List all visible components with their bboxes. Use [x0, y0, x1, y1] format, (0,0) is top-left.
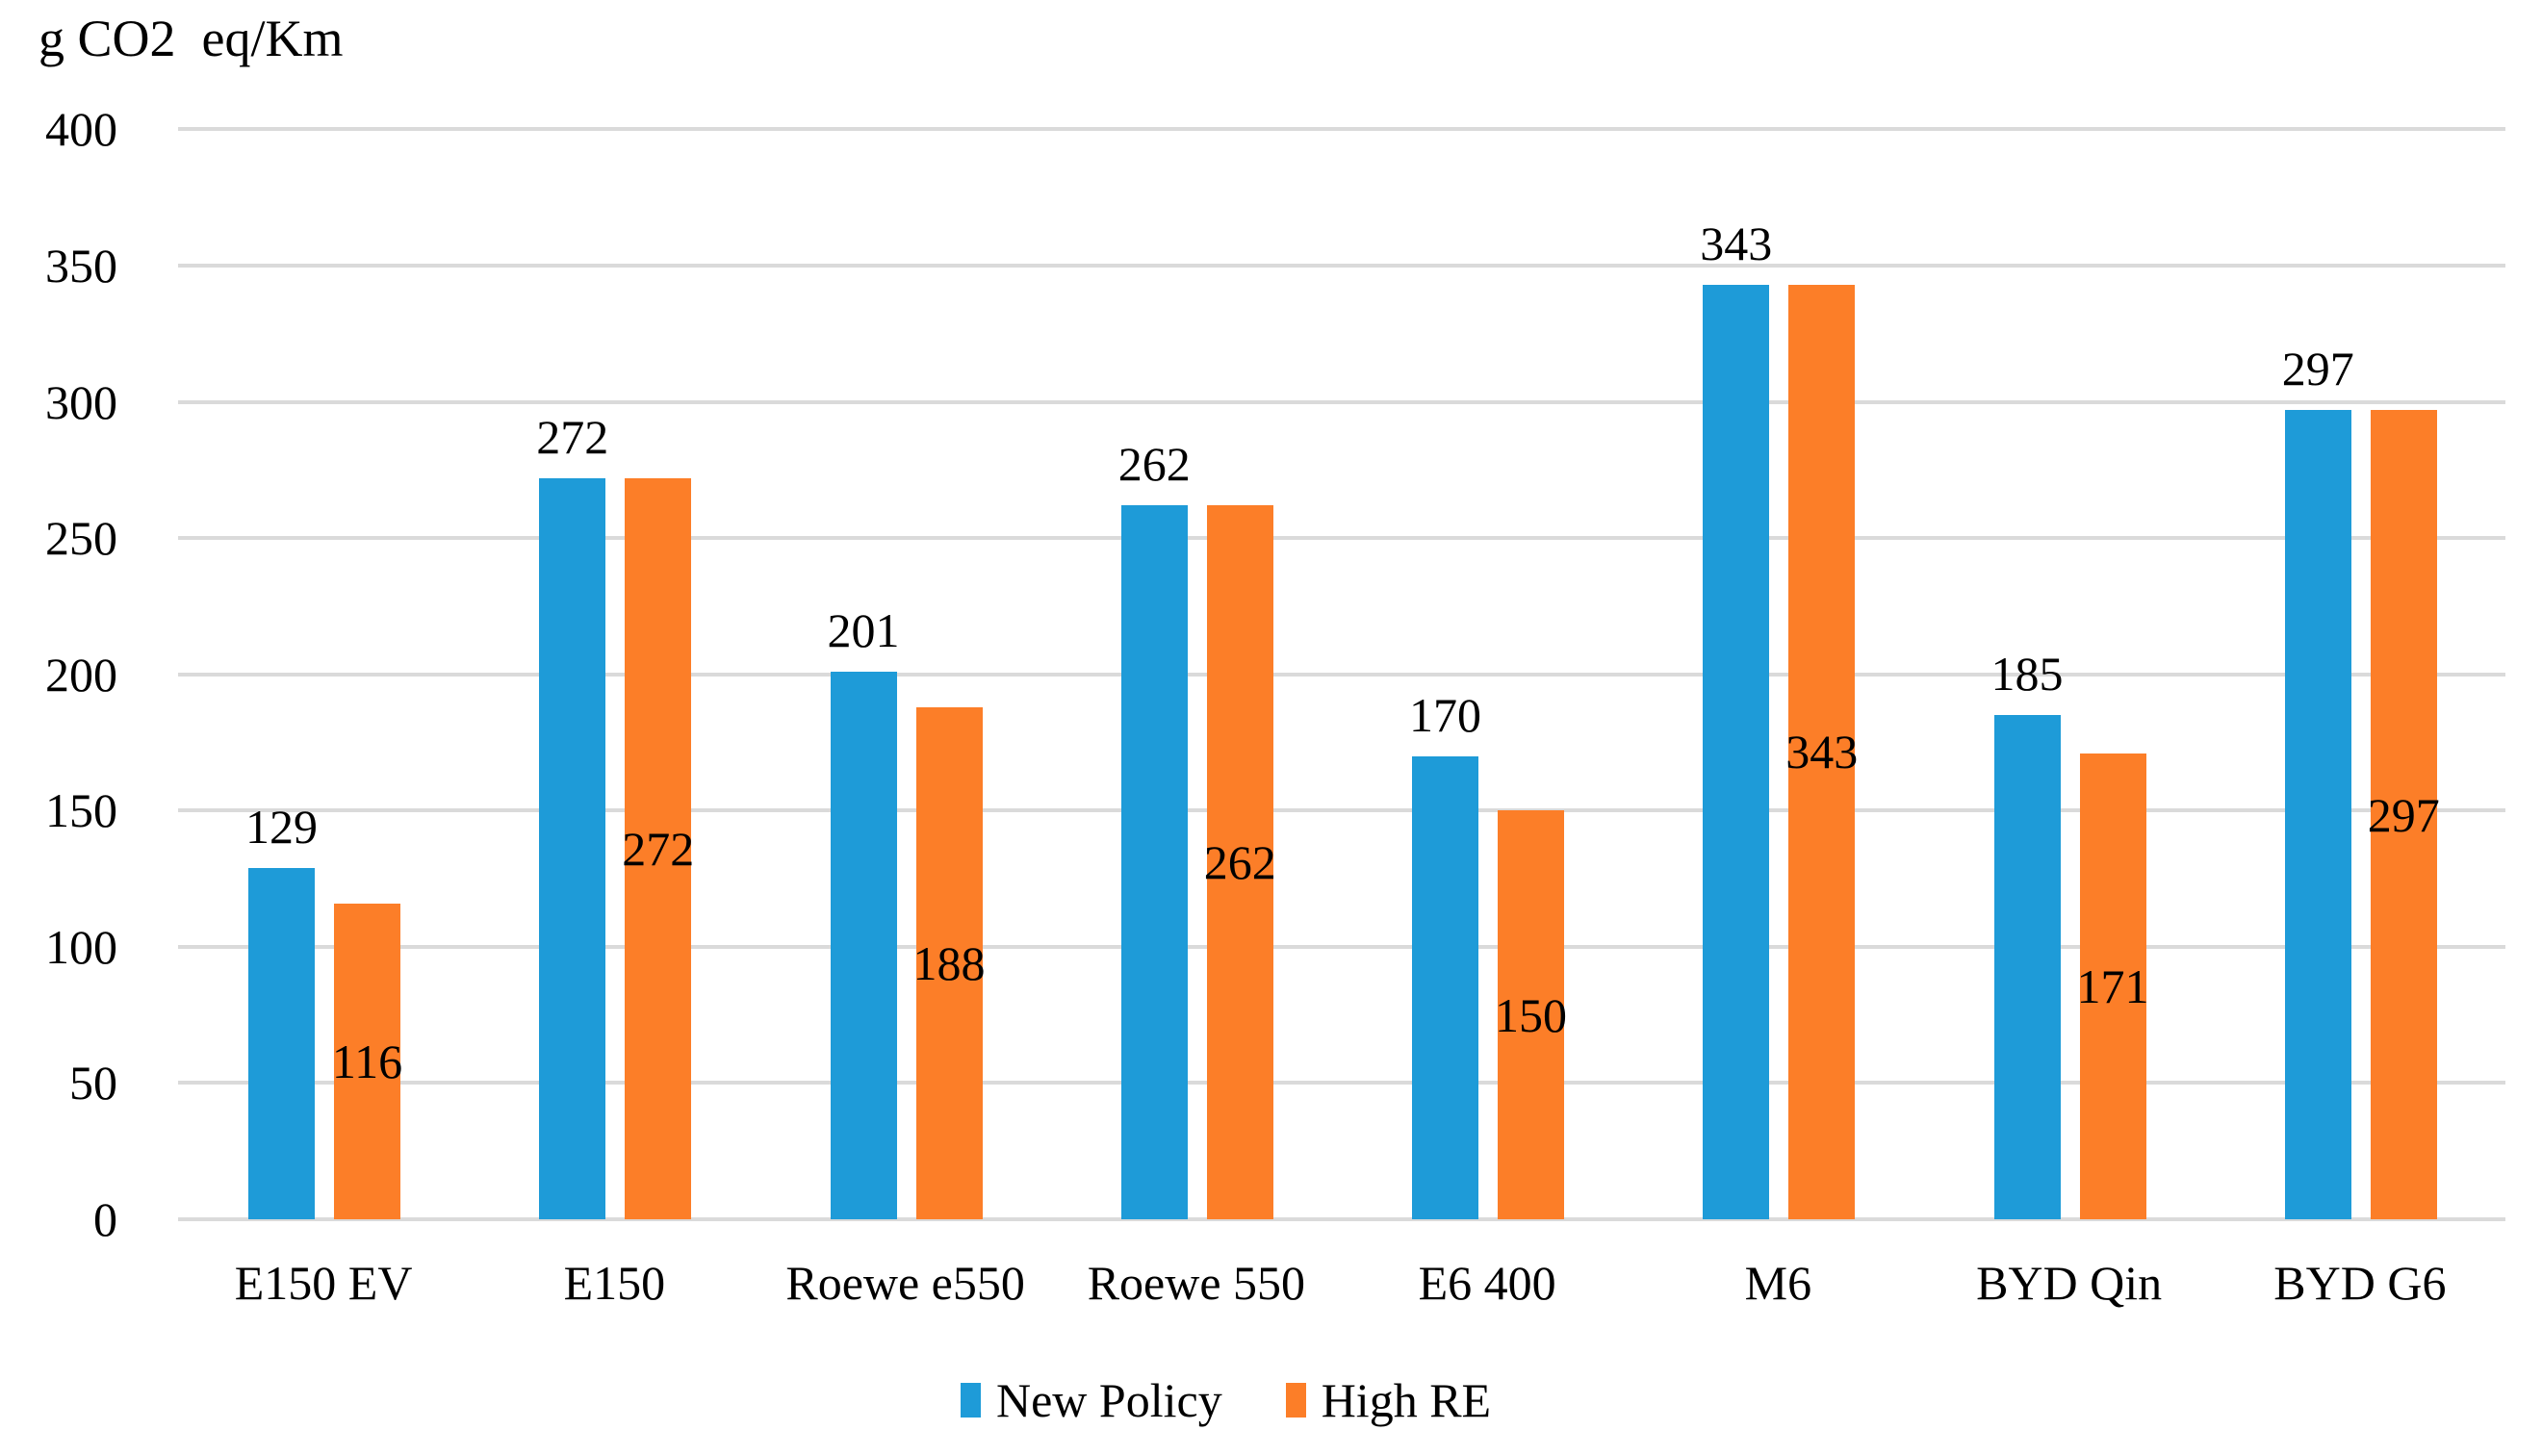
data-label: 297 — [2367, 787, 2440, 842]
bar-new-policy — [248, 867, 315, 1219]
data-label: 343 — [1785, 725, 1859, 779]
x-axis-category-label: E150 EV — [234, 1256, 413, 1310]
x-axis-category-label: Roewe e550 — [785, 1256, 1025, 1310]
data-label: 150 — [1495, 987, 1567, 1042]
gridline — [178, 808, 2505, 813]
bar-high-re — [1788, 284, 1856, 1219]
bar-high-re — [2079, 753, 2146, 1219]
data-label: 343 — [1700, 216, 1773, 270]
bar-new-policy — [1993, 715, 2061, 1219]
data-label: 188 — [912, 935, 986, 990]
data-label: 129 — [245, 799, 318, 854]
bar-high-re — [915, 706, 983, 1219]
bar-new-policy — [539, 477, 606, 1219]
legend-item: High RE — [1285, 1372, 1492, 1428]
gridline — [178, 127, 2505, 132]
y-axis-tick-label: 300 — [45, 374, 117, 429]
y-axis-tick-label: 200 — [45, 647, 117, 702]
bar-high-re — [334, 903, 400, 1219]
bar-high-re — [1498, 810, 1564, 1219]
x-axis-category-label: E150 — [563, 1256, 666, 1310]
x-axis-category-label: BYD G6 — [2273, 1256, 2447, 1310]
gridline — [178, 944, 2505, 949]
data-label: 171 — [2076, 958, 2149, 1013]
x-axis-category-label: M6 — [1744, 1256, 1812, 1310]
gridline — [178, 1081, 2505, 1086]
bar-high-re — [625, 477, 692, 1219]
data-label: 262 — [1203, 835, 1276, 890]
legend-item: New Policy — [961, 1372, 1222, 1428]
bar-new-policy — [2284, 410, 2351, 1219]
gridline — [178, 263, 2505, 268]
legend-label: New Policy — [996, 1373, 1222, 1427]
bar-high-re — [2370, 410, 2437, 1219]
legend-label: High RE — [1321, 1373, 1492, 1427]
y-axis-tick-label: 350 — [45, 238, 117, 293]
data-label: 201 — [827, 602, 900, 657]
gridline — [178, 1217, 2505, 1221]
data-label: 297 — [2281, 342, 2354, 396]
y-axis-tick-label: 50 — [69, 1056, 117, 1111]
y-axis-unit-title: g CO2 eq/Km — [39, 10, 344, 67]
x-axis-category-label: E6 400 — [1418, 1256, 1556, 1310]
data-label: 262 — [1117, 437, 1191, 492]
y-axis-tick-label: 100 — [45, 919, 117, 974]
x-axis-category-label: BYD Qin — [1976, 1256, 2163, 1310]
y-axis-tick-label: 150 — [45, 783, 117, 838]
data-label: 170 — [1409, 687, 1481, 742]
y-axis-tick-label: 0 — [93, 1192, 117, 1246]
y-axis-tick-label: 400 — [45, 102, 117, 157]
data-label: 272 — [536, 409, 609, 464]
y-axis-tick-label: 250 — [45, 511, 117, 566]
gridline — [178, 399, 2505, 404]
bar-new-policy — [830, 671, 897, 1219]
data-label: 116 — [331, 1034, 403, 1088]
x-axis-category-label: Roewe 550 — [1087, 1256, 1306, 1310]
data-label: 272 — [622, 821, 695, 876]
legend: New Policy High RE — [961, 1372, 1491, 1428]
gridline — [178, 672, 2505, 677]
bar-high-re — [1206, 505, 1273, 1219]
bar-new-policy — [1703, 284, 1770, 1219]
bar-new-policy — [1120, 505, 1188, 1219]
legend-swatch — [961, 1383, 981, 1418]
bar-new-policy — [1412, 755, 1478, 1219]
gridline — [178, 536, 2505, 541]
data-label: 185 — [1990, 647, 2064, 702]
legend-swatch — [1285, 1383, 1306, 1418]
